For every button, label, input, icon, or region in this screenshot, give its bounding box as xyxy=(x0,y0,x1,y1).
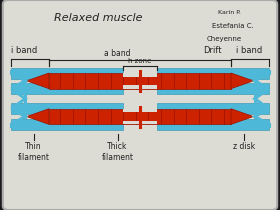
Polygon shape xyxy=(27,73,49,89)
Bar xyxy=(123,121,157,124)
Polygon shape xyxy=(231,109,253,124)
Bar xyxy=(11,68,123,79)
Text: Drift: Drift xyxy=(204,46,222,55)
Bar xyxy=(123,73,157,77)
Bar xyxy=(157,119,269,130)
Bar xyxy=(11,119,123,130)
Bar xyxy=(157,83,269,94)
Text: Cheyenne: Cheyenne xyxy=(206,36,242,42)
Text: Estefania C.: Estefania C. xyxy=(211,23,253,29)
Bar xyxy=(49,109,231,124)
Polygon shape xyxy=(231,73,253,89)
Bar xyxy=(11,83,123,94)
FancyBboxPatch shape xyxy=(3,0,277,210)
Text: Relaxed muscle: Relaxed muscle xyxy=(54,13,142,23)
Text: z disk: z disk xyxy=(232,142,255,151)
Text: Thick
filament: Thick filament xyxy=(102,142,134,162)
Polygon shape xyxy=(27,109,49,124)
Bar xyxy=(157,103,269,114)
Text: i band: i band xyxy=(236,46,262,55)
Bar xyxy=(11,103,123,114)
Text: a band: a band xyxy=(104,49,131,58)
Text: Karin P.: Karin P. xyxy=(218,10,241,16)
Text: i band: i band xyxy=(11,46,38,55)
Bar xyxy=(49,73,231,89)
Bar xyxy=(157,68,269,79)
Text: Thin
filament: Thin filament xyxy=(18,142,50,162)
Bar xyxy=(123,109,157,113)
Text: h zone: h zone xyxy=(128,58,152,64)
Bar xyxy=(123,85,157,89)
